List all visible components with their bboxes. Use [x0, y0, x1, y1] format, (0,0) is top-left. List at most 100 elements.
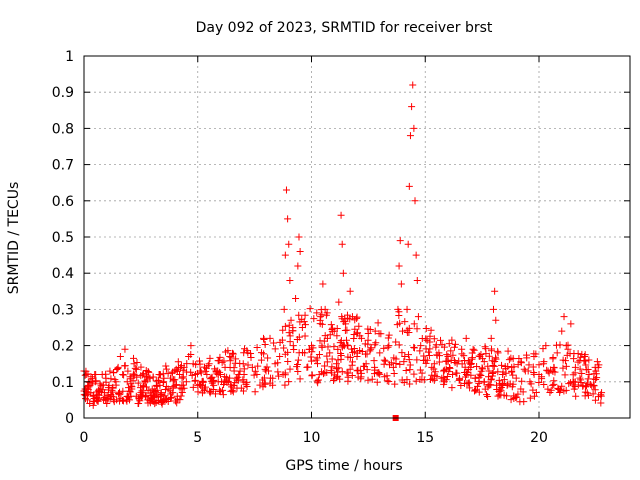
- data-point: [521, 367, 529, 375]
- data-point: [128, 385, 136, 393]
- data-point: [403, 305, 411, 313]
- data-point: [561, 371, 569, 379]
- data-point: [416, 376, 424, 384]
- data-point: [235, 371, 243, 379]
- data-point: [221, 373, 229, 381]
- data-point: [244, 349, 252, 357]
- data-point: [547, 386, 555, 394]
- y-tick-label: 0: [65, 411, 74, 427]
- data-point: [590, 381, 598, 389]
- data-point: [179, 366, 187, 374]
- data-point: [208, 373, 216, 381]
- axis-ticks: 00.10.20.30.40.50.60.70.80.910 5 10 15 20: [52, 49, 630, 446]
- data-point: [326, 349, 334, 357]
- data-point: [269, 381, 277, 389]
- data-point: [569, 371, 577, 379]
- data-point: [592, 367, 600, 375]
- data-point: [549, 354, 557, 362]
- data-point: [430, 365, 438, 373]
- data-point: [319, 280, 327, 288]
- data-point: [447, 347, 455, 355]
- y-tick-label: 0.4: [52, 266, 74, 282]
- data-point: [110, 369, 118, 377]
- data-point: [509, 371, 517, 379]
- data-point: [318, 342, 326, 350]
- data-point: [145, 368, 153, 376]
- data-point: [485, 367, 493, 375]
- data-point: [514, 390, 522, 398]
- data-point: [279, 326, 287, 334]
- data-point: [456, 376, 464, 384]
- data-point: [229, 350, 237, 358]
- data-point: [532, 388, 540, 396]
- data-point: [471, 374, 479, 382]
- data-point: [282, 186, 290, 194]
- data-point: [532, 350, 540, 358]
- data-point: [353, 352, 361, 360]
- data-point: [426, 338, 434, 346]
- y-tick-label: 0.9: [52, 85, 74, 101]
- data-point: [334, 345, 342, 353]
- data-point: [406, 380, 414, 388]
- data-point: [126, 396, 133, 404]
- data-point: [116, 352, 124, 360]
- data-point: [500, 376, 508, 384]
- data-point: [239, 376, 247, 384]
- data-point: [593, 358, 601, 366]
- data-point: [110, 396, 118, 404]
- data-point: [502, 365, 510, 373]
- data-point: [271, 345, 279, 353]
- data-point: [554, 384, 562, 392]
- data-point: [383, 377, 391, 385]
- data-point: [115, 391, 123, 399]
- data-point: [87, 389, 95, 397]
- data-point: [574, 350, 582, 358]
- data-point: [295, 333, 303, 341]
- data-point: [589, 390, 597, 398]
- data-point: [132, 392, 140, 400]
- data-point: [307, 353, 315, 361]
- data-point: [187, 342, 195, 350]
- data-point: [581, 352, 588, 360]
- x-tick-label: 15: [416, 430, 434, 446]
- data-point: [188, 371, 196, 379]
- data-point: [433, 373, 441, 381]
- data-point: [540, 380, 548, 388]
- data-point: [487, 375, 495, 383]
- data-point: [146, 374, 154, 382]
- data-point: [97, 382, 105, 390]
- data-point: [490, 305, 497, 313]
- data-point: [553, 349, 561, 357]
- data-point: [354, 329, 362, 337]
- data-point: [187, 368, 195, 376]
- data-point: [411, 344, 419, 352]
- data-point: [276, 352, 284, 360]
- data-point: [475, 373, 483, 381]
- data-point: [214, 378, 222, 386]
- data-point: [337, 351, 345, 359]
- data-point: [412, 251, 420, 259]
- data-point: [167, 393, 175, 401]
- data-point: [576, 374, 584, 382]
- data-point: [477, 367, 485, 375]
- data-point: [481, 343, 489, 351]
- data-point: [236, 367, 244, 375]
- data-point: [211, 390, 219, 398]
- data-point: [401, 352, 409, 360]
- data-point: [201, 385, 209, 393]
- data-point: [380, 356, 388, 364]
- y-tick-label: 0.1: [52, 375, 74, 391]
- chart-title: Day 092 of 2023, SRMTID for receiver brs…: [196, 20, 493, 36]
- data-point: [191, 377, 199, 385]
- data-point: [143, 383, 151, 391]
- data-point: [303, 363, 311, 371]
- data-point: [499, 371, 507, 379]
- data-point: [489, 368, 497, 376]
- data-point: [495, 376, 503, 384]
- data-point: [292, 295, 300, 303]
- data-point: [471, 387, 479, 395]
- data-point: [491, 357, 499, 365]
- data-point: [101, 396, 109, 404]
- data-point: [406, 132, 414, 140]
- data-point: [478, 364, 486, 372]
